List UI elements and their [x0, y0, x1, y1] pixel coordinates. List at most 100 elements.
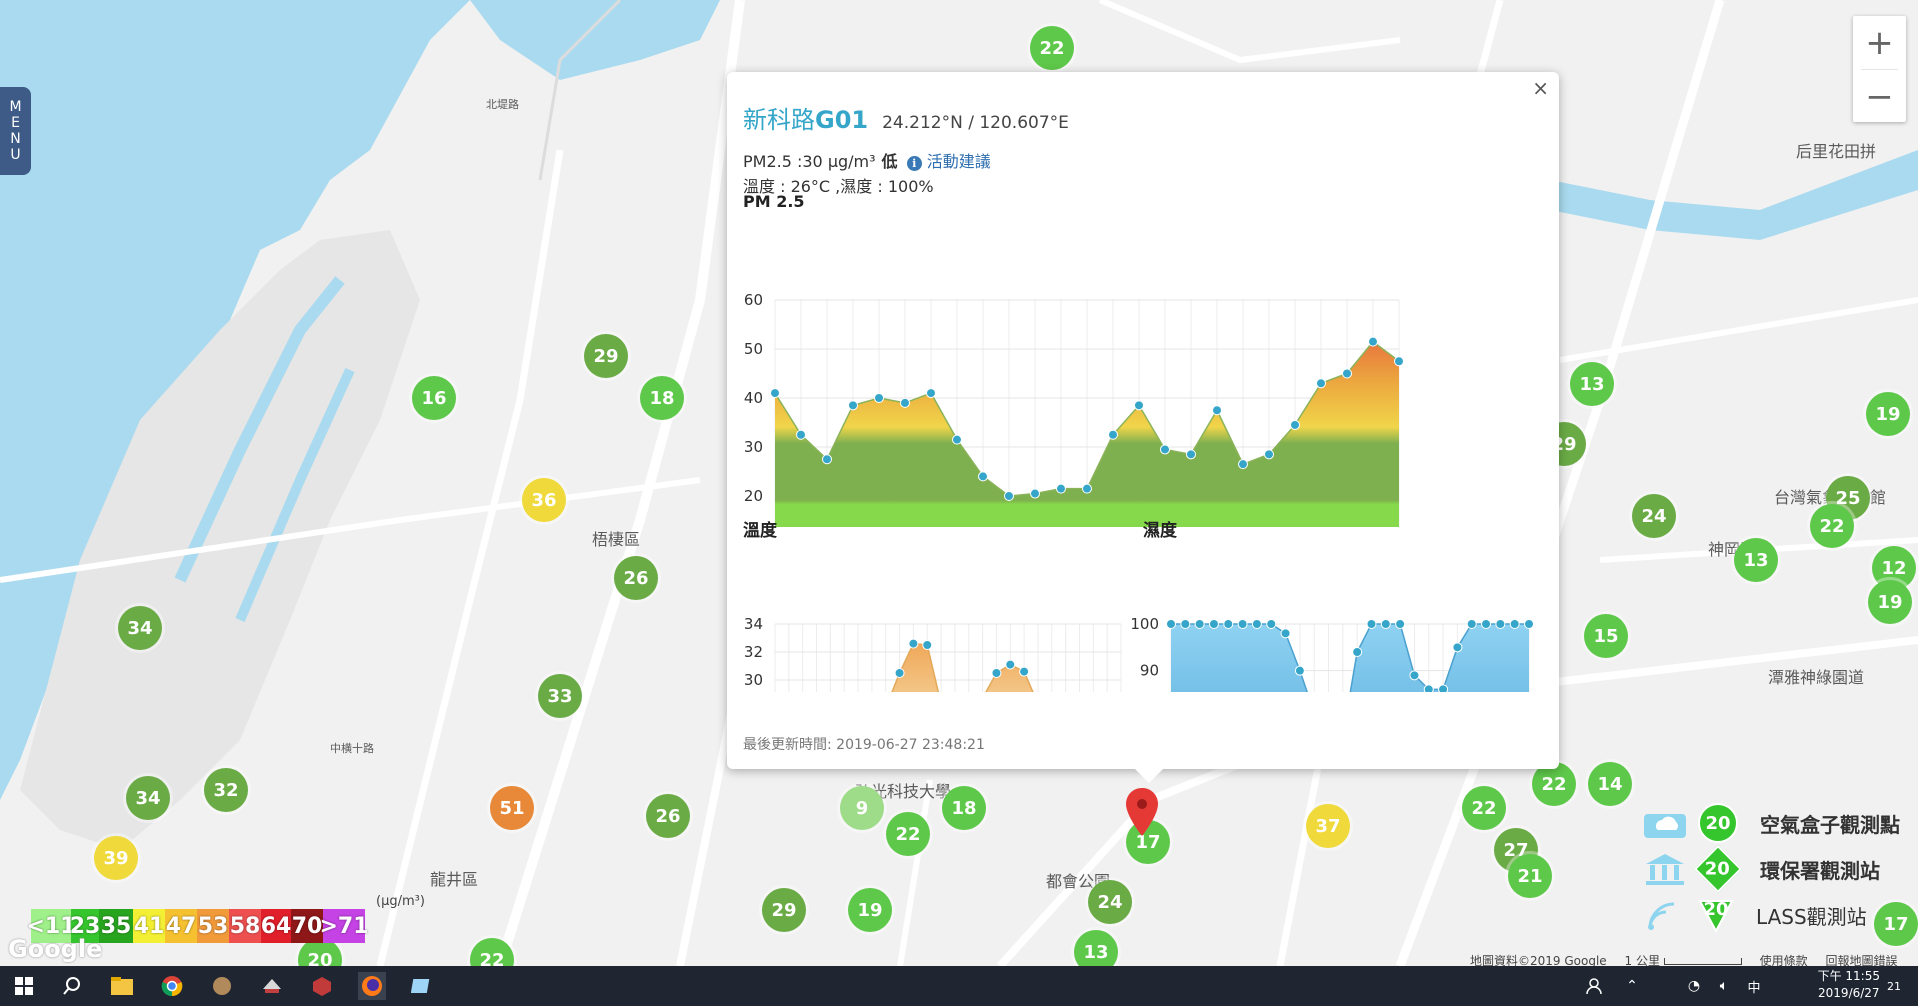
pm-station-marker[interactable]: 29: [584, 334, 628, 378]
system-clock[interactable]: 下午 11:55 2019/6/27: [1818, 968, 1880, 1002]
zoom-divider: [1861, 69, 1898, 70]
pm-station-marker[interactable]: 51: [490, 786, 534, 830]
station-title: 新科路G01 24.212°N / 120.607°E: [743, 100, 1069, 135]
pm-value-text: PM2.5 :30 μg/m³: [743, 152, 876, 171]
volume-icon[interactable]: 🔈︎: [1719, 978, 1729, 994]
pm-chart-title: PM 2.5: [743, 192, 805, 211]
pm-station-marker[interactable]: 34: [118, 606, 162, 650]
station-name: 新科路: [743, 106, 815, 134]
pm-station-marker[interactable]: 21: [1508, 854, 1552, 898]
terms-link[interactable]: 使用條款: [1759, 954, 1808, 968]
zoom-out-button[interactable]: −: [1865, 76, 1894, 117]
app-icon[interactable]: [408, 972, 436, 1000]
station-id: G01: [815, 106, 869, 134]
pm-station-marker[interactable]: 18: [640, 376, 684, 420]
windows-start-icon[interactable]: [10, 972, 38, 1000]
data-point: [1438, 684, 1449, 692]
zoom-in-button[interactable]: +: [1865, 22, 1894, 63]
legend-lass[interactable]: 20 LASS觀測站: [1640, 892, 1918, 938]
map-attribution: 地圖資料©2019 Google: [1470, 954, 1607, 968]
data-point: [1005, 659, 1016, 670]
notification-icon[interactable]: 21: [1880, 972, 1908, 1000]
area-fill: [892, 643, 1033, 692]
chrome-icon[interactable]: [158, 972, 186, 1000]
pm-station-marker[interactable]: 22: [1030, 26, 1074, 70]
pm-station-marker[interactable]: 37: [1306, 804, 1350, 848]
data-point: [1166, 619, 1176, 629]
pm-station-marker[interactable]: 15: [1584, 614, 1628, 658]
pm-station-marker[interactable]: 13: [1570, 362, 1614, 406]
data-point: [1160, 444, 1170, 455]
search-icon[interactable]: [58, 972, 86, 1000]
advice-link[interactable]: 活動建議: [926, 152, 991, 171]
ime-indicator[interactable]: 中: [1747, 980, 1761, 996]
pm-station-marker[interactable]: 14: [1588, 762, 1632, 806]
pm-station-marker[interactable]: 33: [538, 674, 582, 718]
network-icon[interactable]: ◔: [1687, 978, 1701, 994]
pm-level: 低: [881, 152, 898, 171]
pm-station-marker[interactable]: 13: [1074, 930, 1118, 966]
pm-station-marker[interactable]: 24: [1632, 494, 1676, 538]
place-label: 北堤路: [486, 98, 519, 111]
temp-humidity-text: 溫度 : 26°C ,濕度 : 100%: [743, 177, 934, 196]
pm-station-marker[interactable]: 32: [204, 768, 248, 812]
pm-station-marker[interactable]: 39: [94, 836, 138, 880]
pm-station-marker[interactable]: 13: [1734, 538, 1778, 582]
app-icon[interactable]: [258, 972, 286, 1000]
pm-station-marker[interactable]: 24: [1088, 880, 1132, 924]
pm-station-marker[interactable]: 16: [412, 376, 456, 420]
app-icon[interactable]: [308, 972, 336, 1000]
pm-station-marker[interactable]: 29: [762, 888, 806, 932]
report-error-link[interactable]: 回報地圖錯誤: [1825, 954, 1898, 968]
notification-count: 21: [1887, 979, 1901, 993]
data-point: [1180, 619, 1191, 629]
aqi-legend-cell: 41: [133, 909, 165, 943]
data-point: [1423, 684, 1434, 692]
pm-station-marker[interactable]: 36: [522, 478, 566, 522]
pm-station-marker[interactable]: 19: [1866, 392, 1910, 436]
chevron-up-icon[interactable]: ⌃: [1626, 978, 1638, 994]
pm-info-line: PM2.5 :30 μg/m³ 低 i 活動建議: [743, 148, 991, 172]
data-point: [926, 388, 936, 399]
people-icon[interactable]: [1580, 972, 1608, 1000]
pm-station-marker[interactable]: 22: [1462, 786, 1506, 830]
pm-chart: 10203040506023030711151923: [744, 291, 1404, 527]
close-button[interactable]: ×: [1532, 76, 1549, 100]
pm-station-marker[interactable]: 9: [840, 786, 884, 830]
pm-station-marker[interactable]: 19: [1868, 580, 1912, 624]
data-point: [1223, 619, 1234, 629]
data-point: [1394, 356, 1404, 367]
scale-bar: [1663, 958, 1742, 965]
humidity-chart: 708090100: [1130, 615, 1534, 692]
pm-station-marker[interactable]: 18: [942, 786, 986, 830]
pm-station-marker[interactable]: 34: [126, 776, 170, 820]
data-point: [1509, 619, 1520, 629]
data-point: [874, 393, 884, 403]
firefox-icon[interactable]: [358, 972, 386, 1000]
data-point: [1380, 619, 1391, 629]
data-point: [900, 397, 910, 408]
data-point: [1316, 378, 1326, 389]
pm-station-marker[interactable]: 19: [848, 888, 892, 932]
menu-tab[interactable]: MENU: [0, 87, 31, 175]
humidity-chart-title: 濕度: [1143, 521, 1177, 541]
legend-airbox[interactable]: 20 空氣盒子觀測點: [1640, 800, 1918, 846]
menu-label: MENU: [7, 99, 24, 163]
file-explorer-icon[interactable]: [108, 972, 136, 1000]
pm-station-marker[interactable]: 17: [1126, 820, 1170, 864]
pm-station-marker[interactable]: 22: [470, 938, 514, 966]
pm-station-marker[interactable]: 26: [646, 794, 690, 838]
pm-station-marker[interactable]: 26: [614, 556, 658, 600]
clock-date: 2019/6/27: [1818, 986, 1880, 1000]
map-footer: 地圖資料©2019 Google 1 公里 使用條款 回報地圖錯誤: [1470, 952, 1897, 969]
pm-station-marker[interactable]: 22: [1810, 504, 1854, 548]
pm-station-marker[interactable]: 22: [1532, 762, 1576, 806]
pm-station-marker[interactable]: 22: [886, 812, 930, 856]
data-point: [978, 471, 988, 482]
legend-epa[interactable]: 20 環保署觀測站: [1640, 844, 1918, 894]
info-icon[interactable]: i: [906, 156, 922, 171]
pm-station-marker[interactable]: 17: [1874, 902, 1918, 946]
app-icon[interactable]: [208, 972, 236, 1000]
last-updated-text: 最後更新時間: 2019-06-27 23:48:21: [743, 737, 985, 753]
location-pin-icon[interactable]: [1124, 786, 1160, 838]
